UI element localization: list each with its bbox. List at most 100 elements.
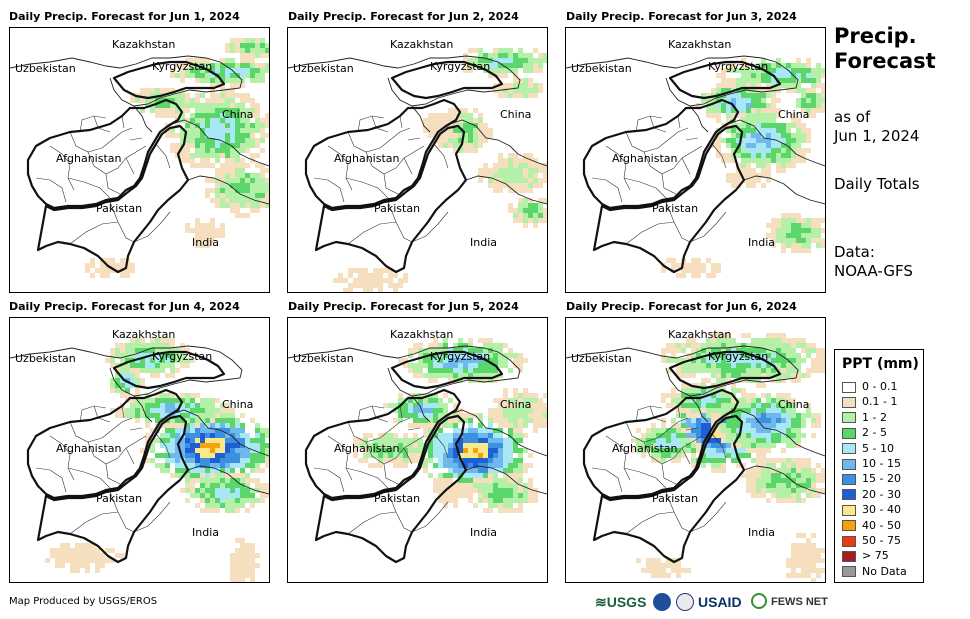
precip-cell bbox=[210, 403, 215, 408]
precip-cell bbox=[791, 558, 796, 563]
precip-cell bbox=[230, 443, 235, 448]
precip-cell bbox=[771, 478, 776, 483]
precip-cell bbox=[453, 423, 458, 428]
map-panel-1[interactable]: Kazakhstan Uzbekistan Kyrgyzstan China Afgha… bbox=[9, 27, 270, 293]
precip-cell bbox=[245, 508, 250, 513]
precip-cell bbox=[781, 63, 786, 68]
precip-cell bbox=[220, 503, 225, 508]
precip-cell bbox=[250, 458, 255, 463]
precip-cell bbox=[140, 108, 145, 113]
precip-cell bbox=[230, 488, 235, 493]
precip-cell bbox=[796, 548, 801, 553]
precip-cell bbox=[140, 413, 145, 418]
precip-cell bbox=[428, 453, 433, 458]
precip-cell bbox=[791, 243, 796, 248]
precip-cell bbox=[220, 148, 225, 153]
precip-cell bbox=[766, 223, 771, 228]
precip-cell bbox=[250, 553, 255, 558]
precip-cell bbox=[523, 58, 528, 63]
precip-cell bbox=[651, 563, 656, 568]
precip-cell bbox=[220, 453, 225, 458]
map-panel-5[interactable]: Kazakhstan Uzbekistan Kyrgyzstan China Afgha… bbox=[287, 317, 548, 583]
precip-cell bbox=[90, 558, 95, 563]
precip-cell bbox=[781, 398, 786, 403]
precip-cell bbox=[260, 68, 265, 73]
precip-cell bbox=[518, 403, 523, 408]
precip-cell bbox=[240, 43, 245, 48]
focus-country-outline bbox=[582, 98, 740, 210]
precip-cell bbox=[528, 418, 533, 423]
precip-cell bbox=[716, 113, 721, 118]
precip-cell bbox=[766, 128, 771, 133]
map-label-india: India bbox=[748, 526, 775, 539]
precip-cell bbox=[533, 213, 538, 218]
precip-cell bbox=[363, 268, 368, 273]
precip-cell bbox=[393, 433, 398, 438]
precip-cell bbox=[160, 363, 165, 368]
precip-cell bbox=[240, 53, 245, 58]
precip-cell bbox=[806, 353, 811, 358]
precip-cell bbox=[746, 83, 751, 88]
precip-cell bbox=[676, 453, 681, 458]
precip-cell bbox=[393, 453, 398, 458]
precip-cell bbox=[240, 68, 245, 73]
precip-cell bbox=[696, 443, 701, 448]
precip-cell bbox=[448, 453, 453, 458]
precip-cell bbox=[806, 488, 811, 493]
precip-cell bbox=[656, 438, 661, 443]
precip-cell bbox=[155, 363, 160, 368]
precip-cell bbox=[175, 398, 180, 403]
precip-cell bbox=[210, 153, 215, 158]
precip-cell bbox=[483, 123, 488, 128]
precip-cell bbox=[741, 128, 746, 133]
precip-cell bbox=[135, 343, 140, 348]
precip-cell bbox=[468, 458, 473, 463]
precip-cell bbox=[368, 278, 373, 283]
precip-cell bbox=[453, 343, 458, 348]
precip-cell bbox=[195, 128, 200, 133]
precip-cell bbox=[681, 268, 686, 273]
precip-cell bbox=[468, 473, 473, 478]
precip-cell bbox=[493, 178, 498, 183]
precip-cell bbox=[508, 208, 513, 213]
precip-cell bbox=[225, 103, 230, 108]
precip-cell bbox=[776, 163, 781, 168]
precip-cell bbox=[448, 433, 453, 438]
precip-cell bbox=[508, 448, 513, 453]
precip-cell bbox=[651, 458, 656, 463]
precip-cell bbox=[185, 488, 190, 493]
precip-cell bbox=[448, 123, 453, 128]
precip-cell bbox=[786, 353, 791, 358]
province-boundary bbox=[347, 421, 381, 443]
precip-cell bbox=[230, 413, 235, 418]
focus-country-outline bbox=[592, 124, 746, 274]
precip-cell bbox=[746, 403, 751, 408]
precip-cell bbox=[418, 343, 423, 348]
precip-cell bbox=[235, 153, 240, 158]
precip-cell bbox=[801, 138, 806, 143]
precip-cell bbox=[741, 343, 746, 348]
precip-cell bbox=[200, 423, 205, 428]
precip-cell bbox=[155, 418, 160, 423]
precip-cell bbox=[503, 358, 508, 363]
map-panel-2[interactable]: Kazakhstan Uzbekistan Kyrgyzstan China Afgha… bbox=[287, 27, 548, 293]
precip-cell bbox=[185, 58, 190, 63]
map-panel-6[interactable]: Kazakhstan Uzbekistan Kyrgyzstan China Afgha… bbox=[565, 317, 826, 583]
map-panel-4[interactable]: Kazakhstan Uzbekistan Kyrgyzstan China Afgha… bbox=[9, 317, 270, 583]
map-panel-3[interactable]: Kazakhstan Uzbekistan Kyrgyzstan China Afgha… bbox=[565, 27, 826, 293]
precip-cell bbox=[801, 433, 806, 438]
precip-cell bbox=[786, 438, 791, 443]
precip-cell bbox=[503, 413, 508, 418]
precip-cell bbox=[205, 188, 210, 193]
precip-cell bbox=[711, 388, 716, 393]
precip-cell bbox=[681, 373, 686, 378]
focus-country-outline bbox=[26, 98, 184, 210]
precip-cell bbox=[443, 373, 448, 378]
sidebar-data-line1: Data: bbox=[834, 243, 875, 261]
precip-cell bbox=[523, 188, 528, 193]
precip-cell bbox=[528, 198, 533, 203]
precip-cell bbox=[528, 88, 533, 93]
legend-swatch bbox=[842, 566, 856, 578]
precip-cell bbox=[235, 93, 240, 98]
precip-cell bbox=[210, 453, 215, 458]
